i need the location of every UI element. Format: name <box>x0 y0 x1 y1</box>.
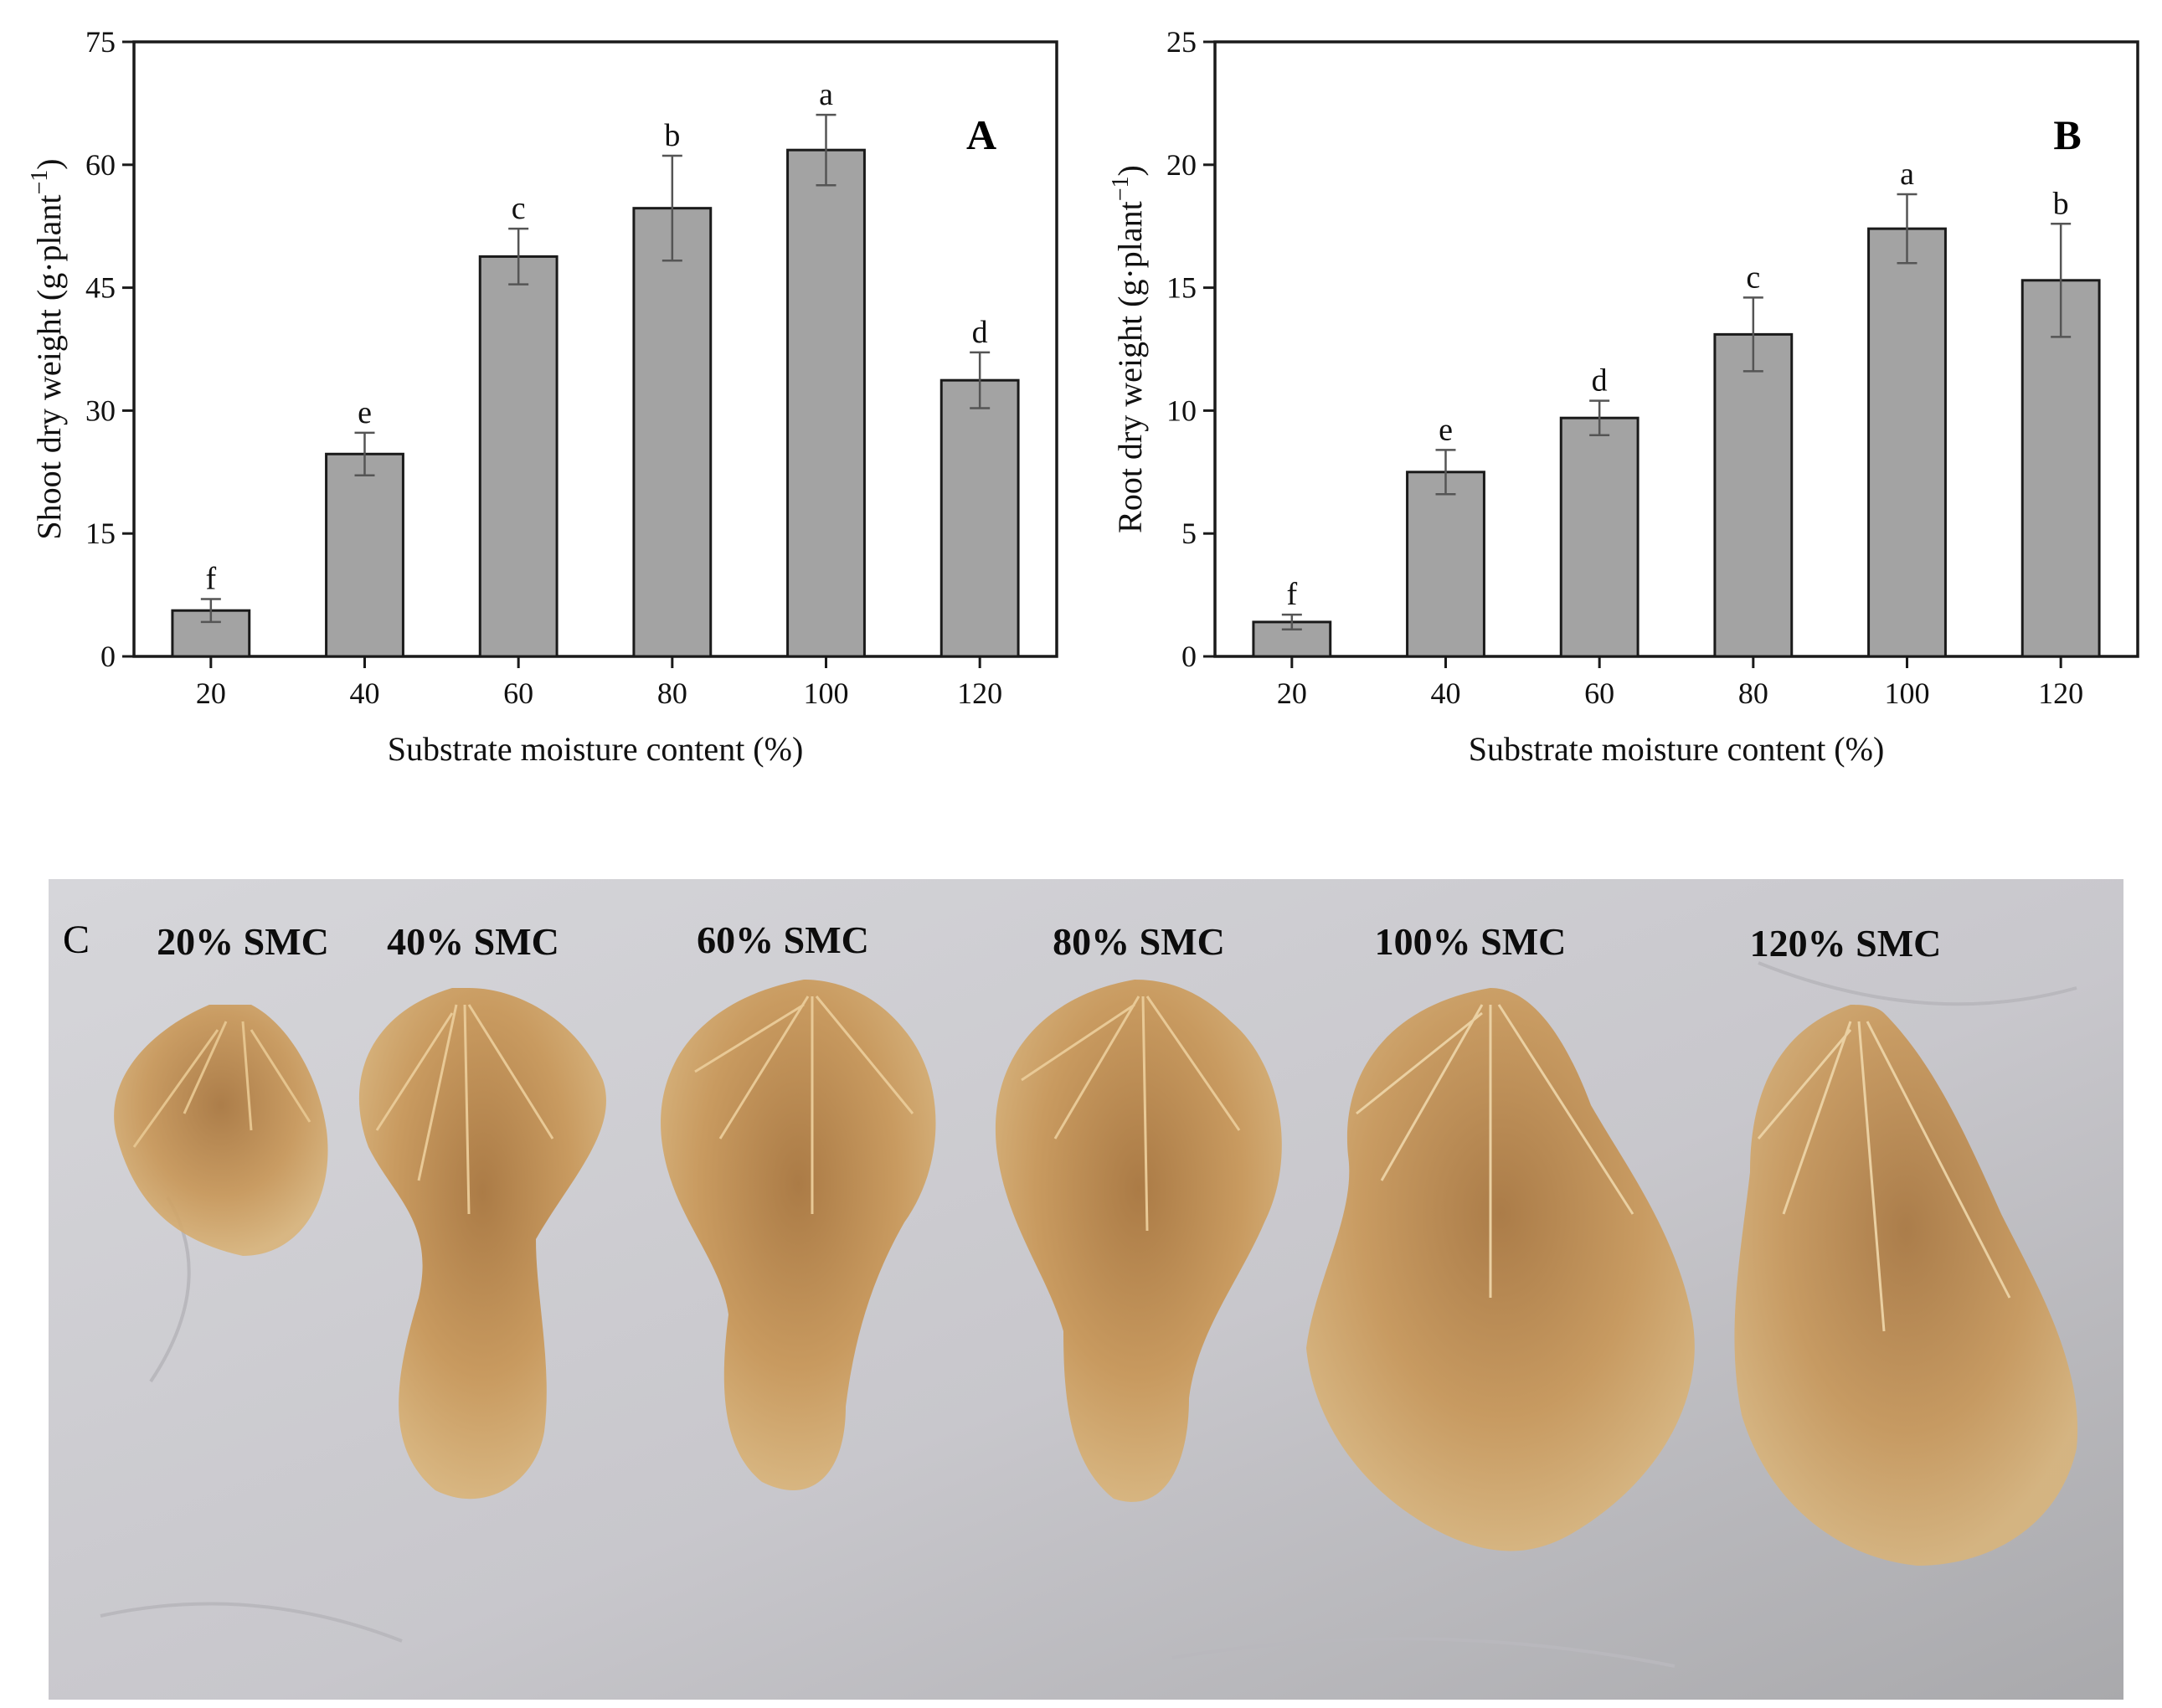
x-tick-label-b-40: 40 <box>1431 677 1461 710</box>
significance-letter-a-60: c <box>512 191 526 226</box>
bar-a-100 <box>786 148 866 658</box>
x-tick-label-b-20: 20 <box>1277 677 1307 710</box>
bar-b-80 <box>1713 332 1794 658</box>
bar-a-120 <box>939 378 1020 658</box>
y-tick-label-b-0: 0 <box>1181 640 1197 673</box>
root-sample-100 <box>1306 988 1695 1551</box>
photo-label-100: 100% SMC <box>1375 920 1567 963</box>
y-tick-label-a-3: 45 <box>85 271 116 305</box>
x-tick-label-a-20: 20 <box>196 677 226 710</box>
x-tick-label-a-60: 60 <box>503 677 533 710</box>
y-tick-label-b-1: 5 <box>1181 517 1197 550</box>
x-tick-label-b-100: 100 <box>1885 677 1930 710</box>
x-axis-title-a: Substrate moisture content (%) <box>388 730 804 768</box>
chart-b: 0 5 10 15 20 25 f 20 e 40 d 60 c 80 a 100 b 120 Substrate … <box>1108 25 2139 768</box>
chart-a: 0 15 30 45 60 75 f 20 e 40 c 60 b 80 a 100 d 120 Substrate… <box>27 25 1058 768</box>
significance-letter-b-40: e <box>1439 412 1453 447</box>
significance-letter-b-120: b <box>2053 186 2069 221</box>
root-sample-80 <box>995 980 1282 1502</box>
significance-letter-b-20: f <box>1287 577 1298 612</box>
photo-label-80: 80% SMC <box>1053 920 1225 963</box>
x-tick-label-a-100: 100 <box>804 677 849 710</box>
significance-letter-b-80: c <box>1746 260 1760 295</box>
y-tick-label-a-0: 0 <box>100 640 116 673</box>
bar-a-60 <box>478 255 559 658</box>
significance-letter-b-100: a <box>1900 157 1914 192</box>
bar-b-40 <box>1406 471 1485 658</box>
y-tick-label-b-5: 25 <box>1166 25 1197 59</box>
y-tick-label-b-3: 15 <box>1166 271 1197 305</box>
y-tick-label-a-4: 60 <box>85 148 116 182</box>
root-sample-120 <box>1734 1005 2078 1566</box>
root-sample-20 <box>114 1005 328 1256</box>
plot-frame-b <box>1213 40 2139 658</box>
x-tick-label-a-40: 40 <box>350 677 380 710</box>
y-tick-label-a-1: 15 <box>85 517 116 550</box>
x-tick-label-b-60: 60 <box>1584 677 1614 710</box>
root-sample-40 <box>358 988 606 1500</box>
x-tick-label-a-80: 80 <box>657 677 687 710</box>
panel-label-b: B <box>2053 111 2081 158</box>
significance-letter-a-40: e <box>358 395 372 430</box>
significance-letter-b-60: d <box>1592 363 1608 399</box>
root-photo-panel: C 20% SMC 40% SMC 60% SMC 80% SMC 100% S… <box>49 879 2123 1700</box>
significance-letter-a-80: b <box>664 118 680 153</box>
root-sample-60 <box>661 980 936 1490</box>
x-tick-label-a-120: 120 <box>957 677 1002 710</box>
cloth-wrinkles <box>100 961 2077 1668</box>
significance-letter-a-120: d <box>972 315 988 350</box>
plot-frame-a <box>132 40 1058 658</box>
bar-b-100 <box>1867 227 1947 658</box>
y-tick-label-a-2: 30 <box>85 394 116 427</box>
panel-label-a: A <box>966 111 996 158</box>
photo-label-20: 20% SMC <box>157 920 329 963</box>
bar-b-60 <box>1559 416 1640 658</box>
bar-b-120 <box>2020 279 2101 658</box>
x-axis-title-b: Substrate moisture content (%) <box>1469 730 1885 768</box>
significance-letter-a-100: a <box>819 77 833 112</box>
significance-letter-a-20: f <box>206 561 217 596</box>
bar-a-40 <box>325 452 404 658</box>
panel-label-c: C <box>63 918 90 962</box>
y-tick-label-b-2: 10 <box>1166 394 1197 427</box>
y-tick-label-a-5: 75 <box>85 25 116 59</box>
photo-label-120: 120% SMC <box>1750 922 1942 965</box>
bar-a-80 <box>632 207 713 658</box>
photo-label-40: 40% SMC <box>387 920 559 963</box>
photo-label-60: 60% SMC <box>697 918 869 961</box>
y-axis-title-b: Root dry weight (g·plant−1) <box>1108 165 1149 533</box>
x-tick-label-b-80: 80 <box>1738 677 1768 710</box>
x-tick-label-b-120: 120 <box>2038 677 2083 710</box>
y-axis-title-a: Shoot dry weight (g·plant−1) <box>27 158 68 539</box>
y-tick-label-b-4: 20 <box>1166 148 1197 182</box>
